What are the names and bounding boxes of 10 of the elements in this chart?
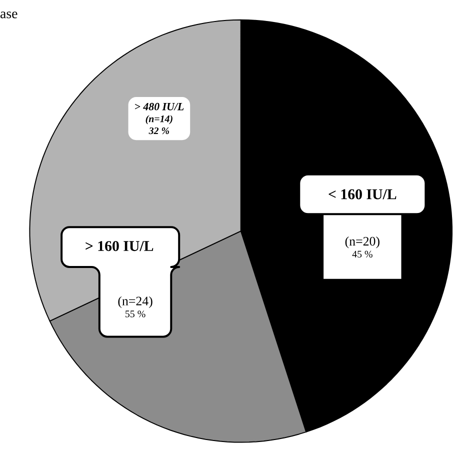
text: (n=14) (146, 115, 172, 124)
slice-label: < 160 IU/L (328, 189, 396, 200)
data-label: 45 % (352, 250, 372, 258)
text: ase (0, 11, 18, 18)
slice-label: > 480 IU/L (135, 102, 184, 110)
text: (n=24) (118, 296, 152, 308)
text: (n=20) (345, 236, 380, 248)
text: 55 % (126, 310, 146, 318)
data-label: 32 % (148, 127, 170, 134)
text: > 160 IU/L (86, 240, 154, 251)
